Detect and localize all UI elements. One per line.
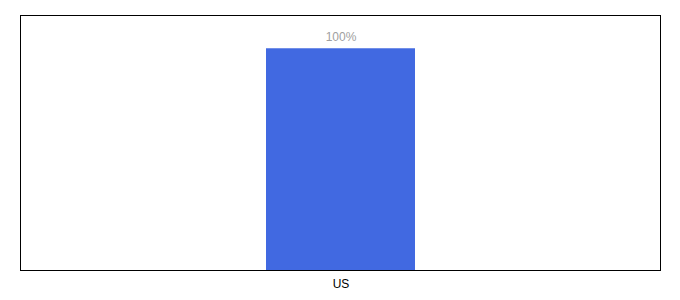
svg-text:100%: 100% bbox=[326, 30, 357, 44]
svg-text:US: US bbox=[333, 277, 350, 291]
